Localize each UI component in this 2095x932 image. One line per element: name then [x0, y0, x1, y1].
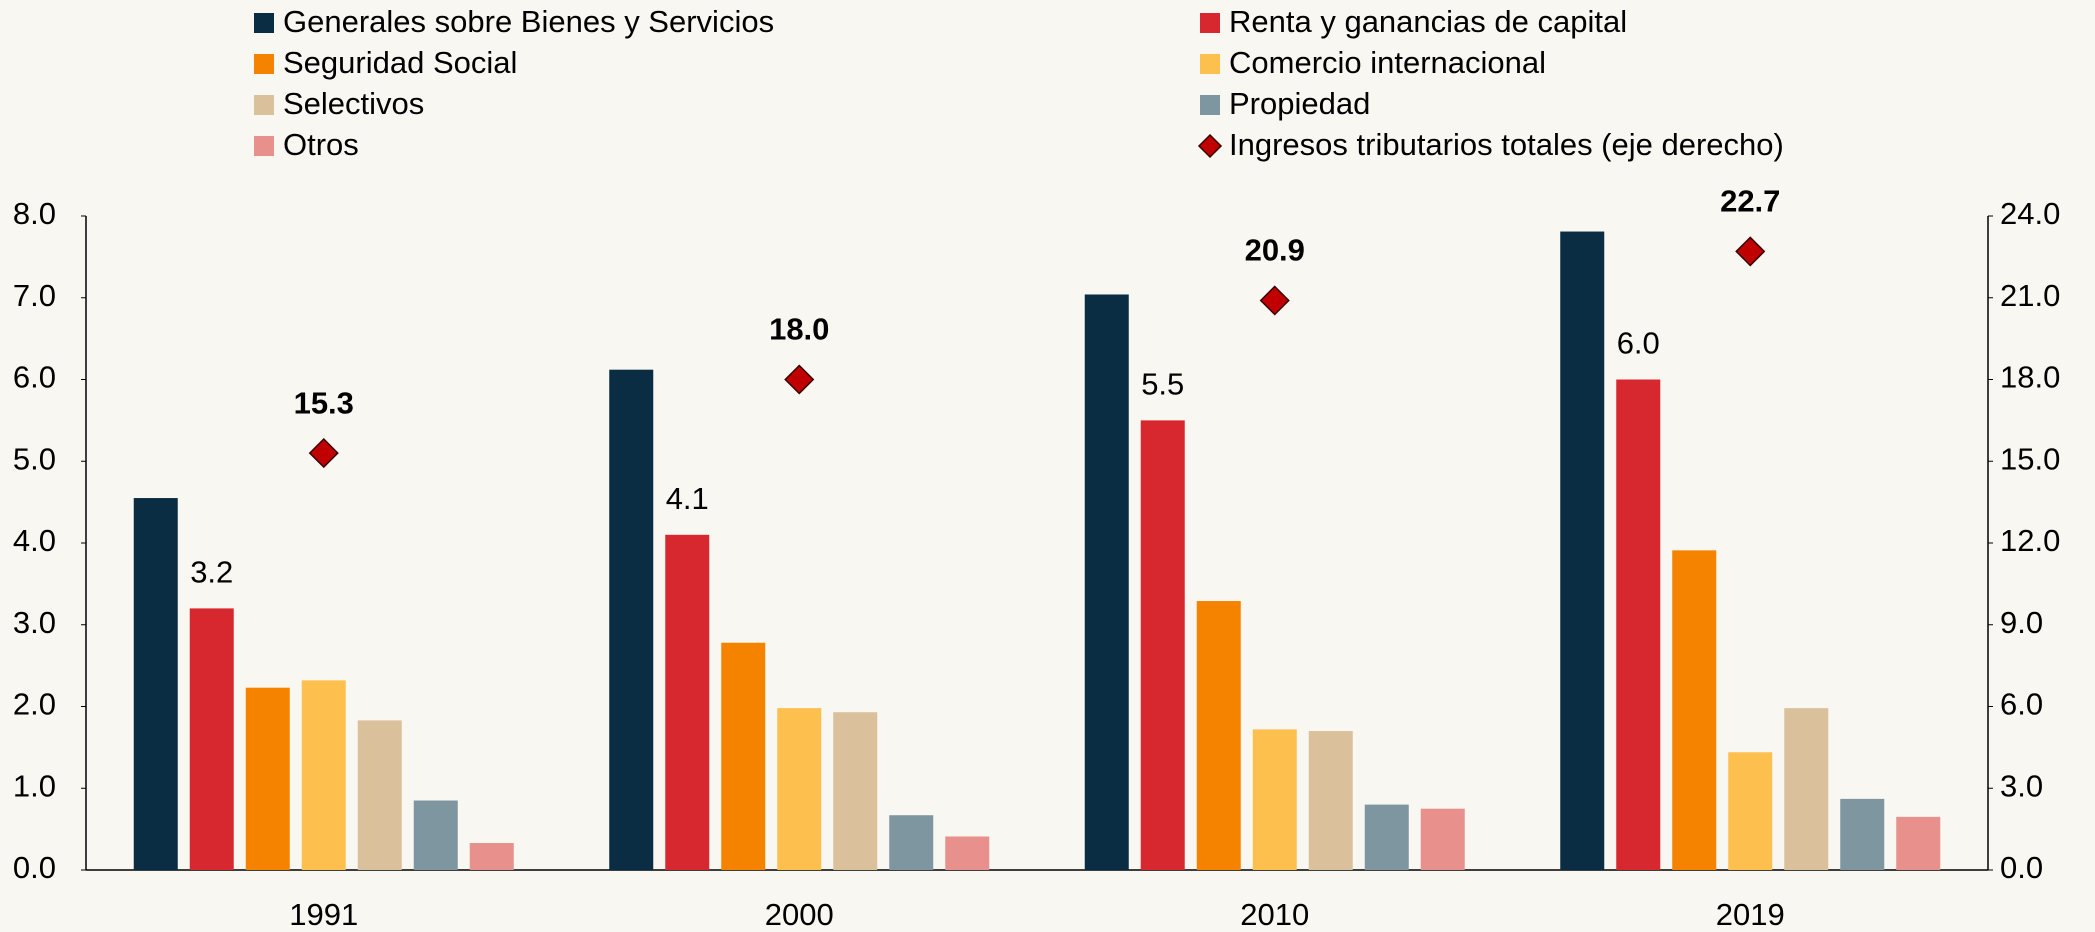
legend-label: Otros [283, 127, 359, 162]
bar [1420, 808, 1465, 870]
data-label: 4.1 [666, 481, 709, 516]
total-marker [1259, 285, 1290, 316]
legend-label: Propiedad [1229, 86, 1370, 121]
y-tick-label: 7.0 [13, 278, 56, 313]
data-label: 6.0 [1617, 326, 1660, 361]
legend-swatch [1200, 13, 1220, 33]
bar [1560, 231, 1605, 871]
legend-swatch [254, 13, 274, 33]
bar [1896, 816, 1941, 870]
total-marker [1735, 236, 1766, 267]
x-tick-label: 2010 [1240, 897, 1309, 932]
legend-label: Seguridad Social [283, 45, 517, 80]
bar [945, 836, 990, 870]
bar [833, 712, 878, 870]
legend-label: Ingresos tributarios totales (eje derech… [1229, 127, 1784, 162]
x-tick-label: 1991 [289, 897, 358, 932]
data-label: 15.3 [294, 385, 354, 420]
bar [1364, 804, 1409, 870]
data-label: 18.0 [769, 312, 829, 347]
y2-tick-label: 21.0 [2000, 278, 2060, 313]
legend-swatch [1200, 95, 1220, 115]
y-tick-label: 5.0 [13, 441, 56, 476]
total-marker [784, 364, 815, 395]
bar [1308, 731, 1353, 870]
bar [1728, 752, 1773, 870]
legend-label: Selectivos [283, 86, 424, 121]
bar [665, 534, 710, 870]
y2-tick-label: 12.0 [2000, 523, 2060, 558]
y2-tick-label: 15.0 [2000, 441, 2060, 476]
bar [889, 815, 934, 870]
bar [1616, 379, 1661, 870]
bar [721, 642, 766, 870]
bar [1084, 294, 1129, 871]
data-label: 22.7 [1720, 184, 1780, 219]
bar [1672, 550, 1717, 870]
y2-tick-label: 9.0 [2000, 605, 2043, 640]
bar [1140, 420, 1185, 870]
bar [469, 843, 514, 870]
total-marker [308, 438, 339, 469]
legend-label: Renta y ganancias de capital [1229, 4, 1627, 39]
legend-swatch [254, 136, 274, 156]
data-label: 3.2 [190, 555, 233, 590]
y2-tick-label: 6.0 [2000, 687, 2043, 722]
bar [1840, 798, 1885, 870]
y2-tick-label: 24.0 [2000, 196, 2060, 231]
y-tick-label: 0.0 [13, 850, 56, 885]
legend-swatch [1200, 54, 1220, 74]
bar [301, 680, 346, 870]
legend-label: Comercio internacional [1229, 45, 1546, 80]
bar [357, 720, 402, 870]
bar [133, 498, 178, 870]
bar [609, 369, 654, 870]
bar [413, 800, 458, 870]
y2-tick-label: 3.0 [2000, 768, 2043, 803]
legend-swatch [254, 54, 274, 74]
data-label: 20.9 [1245, 233, 1305, 268]
data-label: 5.5 [1141, 367, 1184, 402]
legend-swatch [1197, 133, 1223, 159]
bar [1196, 601, 1241, 870]
y-tick-label: 2.0 [13, 687, 56, 722]
legend-label: Generales sobre Bienes y Servicios [283, 4, 774, 39]
bar [1252, 729, 1297, 870]
y2-tick-label: 0.0 [2000, 850, 2043, 885]
y-tick-label: 6.0 [13, 360, 56, 395]
y-tick-label: 8.0 [13, 196, 56, 231]
y-tick-label: 4.0 [13, 523, 56, 558]
bar [189, 608, 234, 870]
legend-swatch [254, 95, 274, 115]
bar [777, 708, 822, 870]
y-tick-label: 3.0 [13, 605, 56, 640]
bar [1784, 708, 1829, 870]
x-tick-label: 2019 [1716, 897, 1785, 932]
y2-tick-label: 18.0 [2000, 360, 2060, 395]
x-tick-label: 2000 [765, 897, 834, 932]
bar [245, 687, 290, 870]
y-tick-label: 1.0 [13, 768, 56, 803]
